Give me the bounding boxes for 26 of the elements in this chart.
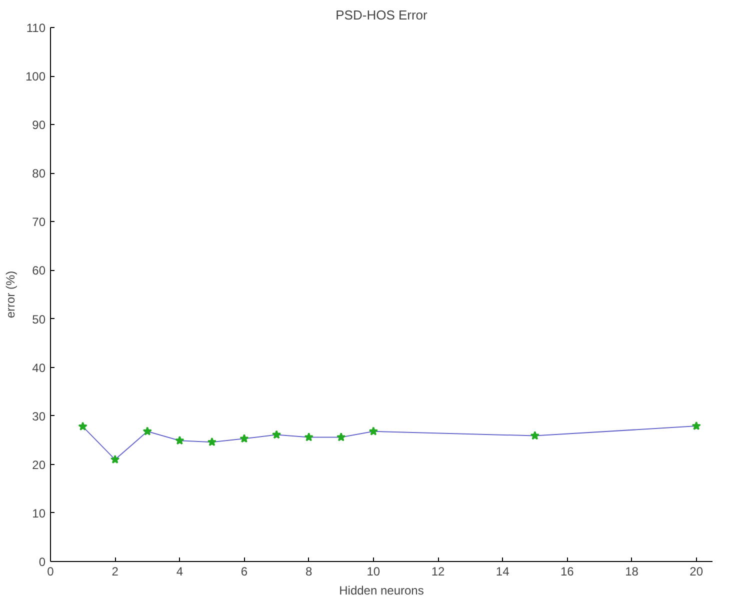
x-tick-label: 20 [690,564,704,578]
y-tick-label: 70 [32,215,46,230]
x-tick-label: 12 [431,564,446,578]
x-tick-label: 18 [625,564,639,578]
x-axis-title: Hidden neurons [339,584,424,598]
y-tick-label: 50 [32,312,46,326]
x-tick-label: 16 [560,564,574,578]
y-tick-label: 30 [32,409,46,424]
y-tick-label: 110 [26,21,46,35]
x-tick-label: 4 [176,564,184,578]
y-tick-label: 10 [32,506,46,520]
y-tick-label: 40 [32,360,46,375]
chart-title: PSD-HOS Error [336,8,428,22]
x-tick-label: 6 [240,564,248,578]
x-tick-label: 10 [366,564,380,578]
y-axis-title: error (%) [3,270,18,318]
y-tick-label: 60 [32,264,46,278]
x-tick-label: 0 [47,564,54,578]
x-tick-label: 14 [496,564,510,578]
y-tick-label: 20 [32,458,46,472]
y-tick-label: 100 [25,70,46,84]
x-tick-label: 8 [306,564,313,578]
y-tick-label: 80 [32,166,46,181]
x-tick-label: 2 [112,564,119,578]
y-tick-label: 0 [38,555,46,569]
y-tick-label: 90 [32,118,46,132]
